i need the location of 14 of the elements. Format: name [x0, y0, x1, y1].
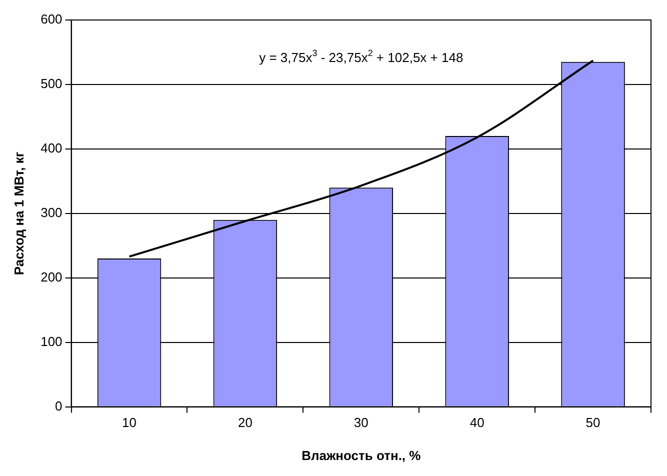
y-tick-label: 200 — [40, 269, 62, 284]
x-tick-label: 20 — [238, 415, 252, 430]
y-tick-label: 500 — [40, 76, 62, 92]
x-tick-label: 40 — [470, 415, 484, 430]
y-tick-label: 400 — [40, 140, 62, 156]
x-axis-title: Влажность отн., % — [302, 448, 422, 463]
x-tick-label: 30 — [354, 415, 368, 430]
y-tick-label: 0 — [55, 398, 62, 414]
y-axis-title: Расход на 1 МВт, кг — [11, 151, 26, 276]
y-tick-label: 100 — [40, 334, 62, 349]
x-tick-label: 10 — [122, 415, 136, 430]
x-tick-label: 50 — [586, 415, 600, 430]
y-tick-label: 600 — [40, 12, 62, 27]
y-tick-label: 300 — [40, 204, 62, 220]
